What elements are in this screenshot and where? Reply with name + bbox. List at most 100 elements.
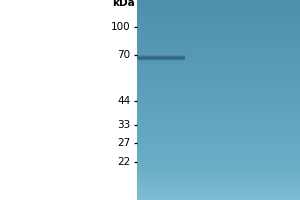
Bar (136, 50, 300, 52)
Bar (136, 38, 300, 40)
Bar (136, 66, 300, 68)
Bar (136, 74, 300, 76)
Bar (136, 112, 300, 114)
Bar (136, 184, 300, 186)
Bar (136, 196, 300, 198)
Bar (136, 198, 300, 200)
Bar (136, 64, 300, 66)
Bar (136, 108, 300, 110)
Bar (136, 114, 300, 116)
Bar (136, 134, 300, 136)
Bar (136, 56, 184, 57)
Text: 27: 27 (117, 138, 130, 148)
Bar (136, 102, 300, 104)
Bar (136, 162, 300, 164)
Bar (136, 12, 300, 14)
Bar (136, 136, 300, 138)
Bar (136, 110, 300, 112)
Bar (136, 28, 300, 30)
Bar (136, 10, 300, 12)
Bar (136, 178, 300, 180)
Bar (136, 104, 300, 106)
Bar (136, 128, 300, 130)
Bar (136, 180, 300, 182)
Bar (136, 86, 300, 88)
Bar (136, 120, 300, 122)
Bar (136, 46, 300, 48)
Bar (136, 186, 300, 188)
Bar (136, 40, 300, 42)
Bar (136, 22, 300, 24)
Bar (136, 82, 300, 84)
Bar (136, 92, 300, 94)
Bar (136, 168, 300, 170)
Bar (136, 88, 300, 90)
Text: kDa: kDa (112, 0, 135, 8)
Bar (136, 24, 300, 26)
Bar (136, 76, 300, 78)
Bar (136, 90, 300, 92)
Bar (136, 142, 300, 144)
Bar (136, 6, 300, 8)
Bar (136, 190, 300, 192)
Bar (136, 72, 300, 74)
Bar (136, 34, 300, 36)
Bar (136, 2, 300, 4)
Bar (136, 80, 300, 82)
Bar (136, 54, 300, 56)
Bar (136, 58, 300, 60)
Bar (136, 20, 300, 22)
Bar (136, 14, 300, 16)
Bar (136, 100, 300, 102)
Bar (136, 94, 300, 96)
Bar (136, 172, 300, 174)
Bar (136, 18, 300, 20)
Bar (136, 154, 300, 156)
Bar (136, 59, 184, 60)
Bar (136, 166, 300, 168)
Bar (136, 96, 300, 98)
Bar (136, 116, 300, 118)
Bar (136, 98, 300, 100)
Bar (136, 78, 300, 80)
Bar (136, 68, 300, 70)
Bar (136, 4, 300, 6)
Bar (136, 160, 300, 162)
Bar (136, 30, 300, 32)
Bar (136, 60, 300, 62)
Bar (136, 144, 300, 146)
Bar (136, 0, 300, 2)
Bar (136, 164, 300, 166)
Bar (136, 56, 300, 58)
Bar (136, 58, 184, 59)
Bar (136, 52, 300, 54)
Bar (136, 146, 300, 148)
Bar (136, 44, 300, 46)
Bar (136, 36, 300, 38)
Bar (136, 150, 300, 152)
Bar (136, 55, 184, 56)
Bar (136, 122, 300, 124)
Bar (136, 48, 300, 50)
Text: 70: 70 (117, 50, 130, 60)
Bar (136, 70, 300, 72)
Bar (136, 32, 300, 34)
Text: 33: 33 (117, 120, 130, 130)
Bar (136, 42, 300, 44)
Bar (136, 16, 300, 18)
Bar (136, 126, 300, 128)
Bar (136, 192, 300, 194)
Bar (136, 148, 300, 150)
Bar (136, 84, 300, 86)
Bar (136, 130, 300, 132)
Bar (136, 158, 300, 160)
Bar (136, 8, 300, 10)
Bar (136, 140, 300, 142)
Bar (136, 54, 184, 55)
Bar (136, 57, 184, 58)
Text: 100: 100 (111, 22, 130, 32)
Bar (136, 152, 300, 154)
Bar (136, 188, 300, 190)
Bar (136, 174, 300, 176)
Bar (136, 26, 300, 28)
